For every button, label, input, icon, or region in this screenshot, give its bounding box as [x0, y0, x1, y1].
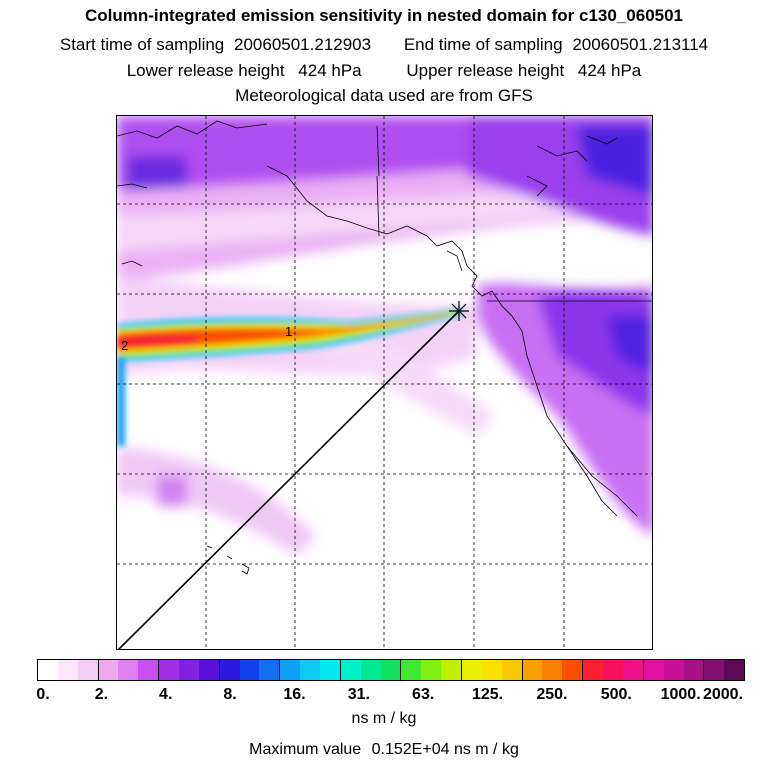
colorbar-swatch — [643, 660, 664, 680]
release-point-cross — [449, 301, 469, 321]
colorbar-swatch — [481, 660, 502, 680]
colorbar-swatch — [198, 660, 220, 680]
colorbar-swatch — [380, 660, 402, 680]
colorbar-swatch — [663, 660, 684, 680]
colorbar-swatch — [542, 660, 563, 680]
colorbar-swatch — [704, 660, 725, 680]
colorbar-swatch — [603, 660, 623, 680]
colorbar-swatch — [522, 660, 543, 680]
colorbar-tick-label: 31. — [347, 686, 370, 703]
colorbar-swatch — [583, 660, 604, 680]
colorbar-units: ns m / kg — [351, 710, 417, 727]
lower-height-label: Lower release height — [126, 61, 285, 80]
start-time-value: 20060501.212903 — [234, 35, 372, 54]
plot-title: Column-integrated emission sensitivity i… — [84, 6, 684, 25]
colorbar-swatch — [259, 660, 281, 680]
colorbar-swatch — [724, 660, 745, 680]
colorbar-swatch — [340, 660, 361, 680]
colorbar-swatch — [239, 660, 260, 680]
colorbar-swatch — [421, 660, 442, 680]
colorbar-tick-label: 8. — [223, 686, 237, 703]
colorbar-swatch — [462, 660, 482, 680]
colorbar-swatch — [441, 660, 463, 680]
colorbar-swatch — [38, 660, 58, 680]
colorbar-tick-label: 63. — [412, 686, 435, 703]
colorbar-swatch — [280, 660, 301, 680]
upper-height-value: 424 hPa — [577, 61, 642, 80]
colorbar — [37, 659, 745, 681]
colorbar-swatch — [98, 660, 119, 680]
upper-height-label: Upper release height — [406, 61, 565, 80]
maximum-value-line: Maximum value 0.152E+04 ns m / kg — [0, 741, 768, 759]
colorbar-swatch — [300, 660, 321, 680]
maximum-value: 0.152E+04 ns m / kg — [371, 741, 519, 758]
end-time-label: End time of sampling — [403, 35, 563, 54]
map-canvas: 1 2 — [117, 116, 652, 649]
colorbar-tick-label: 1000. — [660, 686, 701, 703]
colorbar-swatch — [360, 660, 381, 680]
colorbar-swatch — [401, 660, 422, 680]
plume-label-1: 1 — [285, 324, 292, 339]
colorbar-swatch — [219, 660, 240, 680]
met-data-line: Meteorological data used are from GFS — [235, 86, 533, 105]
colorbar-tick-label: 250. — [536, 686, 568, 703]
colorbar-tick-label: 2. — [94, 686, 109, 703]
coastlines — [117, 120, 652, 575]
emission-plume — [117, 308, 462, 446]
plume-label-2: 2 — [121, 338, 128, 353]
sensitivity-map: 1 2 — [116, 115, 653, 650]
colorbar-swatch — [118, 660, 139, 680]
colorbar-tick-label: 16. — [283, 686, 306, 703]
colorbar-swatch — [77, 660, 99, 680]
colorbar-tick-label: 0. — [36, 686, 50, 703]
maximum-value-label: Maximum value — [249, 741, 362, 758]
lower-height-value: 424 hPa — [298, 61, 362, 80]
colorbar-tick-label: 2000. — [702, 686, 744, 703]
colorbar-tick-label: 500. — [600, 686, 632, 703]
colorbar-swatch — [320, 660, 341, 680]
colorbar-swatch — [57, 660, 78, 680]
start-time-label: Start time of sampling — [59, 35, 225, 54]
colorbar-swatch — [138, 660, 160, 680]
colorbar-tick-label: 125. — [471, 686, 504, 703]
colorbar-swatch — [622, 660, 644, 680]
colorbar-swatch — [683, 660, 705, 680]
end-time-value: 20060501.213114 — [572, 35, 709, 54]
trajectory-line — [117, 310, 460, 649]
colorbar-swatch — [562, 660, 584, 680]
colorbar-swatch — [501, 660, 523, 680]
colorbar-swatch — [159, 660, 180, 680]
colorbar-swatch — [179, 660, 199, 680]
colorbar-tick-label: 4. — [159, 686, 173, 703]
